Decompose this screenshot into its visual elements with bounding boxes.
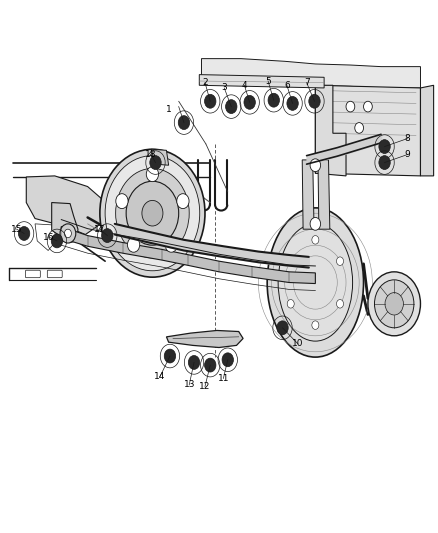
Circle shape	[64, 229, 71, 238]
Polygon shape	[318, 160, 330, 229]
Circle shape	[287, 96, 298, 110]
Circle shape	[379, 140, 390, 154]
Text: 12: 12	[199, 382, 211, 391]
Circle shape	[188, 356, 200, 369]
Circle shape	[116, 168, 189, 258]
FancyBboxPatch shape	[25, 270, 40, 278]
Polygon shape	[315, 85, 420, 176]
Circle shape	[244, 95, 255, 109]
Text: 8: 8	[404, 134, 410, 143]
Circle shape	[226, 100, 237, 114]
Circle shape	[287, 257, 294, 265]
Text: 6: 6	[284, 81, 290, 90]
Circle shape	[60, 224, 76, 243]
Text: 7: 7	[304, 78, 310, 87]
Polygon shape	[302, 160, 314, 229]
Text: 9: 9	[404, 150, 410, 159]
Circle shape	[355, 123, 364, 133]
Polygon shape	[199, 75, 324, 88]
Circle shape	[336, 257, 343, 265]
Circle shape	[51, 234, 63, 248]
Circle shape	[310, 217, 321, 230]
Circle shape	[205, 94, 216, 108]
Text: 1: 1	[166, 105, 172, 114]
Text: 13: 13	[184, 381, 195, 389]
Circle shape	[164, 349, 176, 363]
Polygon shape	[26, 176, 103, 235]
Polygon shape	[315, 85, 346, 176]
Circle shape	[364, 101, 372, 112]
Circle shape	[142, 200, 163, 226]
Circle shape	[177, 193, 189, 208]
Text: 11: 11	[218, 374, 229, 383]
Polygon shape	[35, 224, 57, 251]
Polygon shape	[420, 85, 434, 176]
Circle shape	[178, 116, 190, 130]
Circle shape	[116, 193, 128, 208]
Ellipse shape	[278, 224, 353, 341]
Circle shape	[385, 293, 403, 315]
Circle shape	[379, 156, 390, 169]
Text: 16: 16	[43, 233, 55, 241]
Text: 4: 4	[242, 81, 247, 90]
Text: 15: 15	[11, 225, 22, 233]
Circle shape	[336, 300, 343, 308]
Circle shape	[165, 237, 177, 252]
Text: 10: 10	[292, 340, 304, 348]
Circle shape	[312, 236, 319, 244]
Ellipse shape	[267, 208, 364, 357]
Circle shape	[127, 237, 140, 252]
Text: 5: 5	[265, 77, 271, 85]
Text: 18: 18	[145, 150, 157, 159]
Circle shape	[309, 94, 320, 108]
Circle shape	[146, 167, 159, 182]
Text: 14: 14	[154, 373, 166, 381]
Circle shape	[368, 272, 420, 336]
FancyBboxPatch shape	[47, 270, 62, 278]
Circle shape	[18, 227, 30, 240]
Circle shape	[287, 300, 294, 308]
Circle shape	[277, 321, 288, 335]
Circle shape	[310, 159, 321, 172]
Circle shape	[374, 280, 414, 328]
Circle shape	[105, 156, 200, 271]
Circle shape	[346, 101, 355, 112]
Circle shape	[205, 358, 216, 372]
Circle shape	[100, 149, 205, 277]
Text: 17: 17	[94, 225, 106, 233]
Polygon shape	[61, 227, 315, 284]
Polygon shape	[52, 203, 78, 243]
Text: 2: 2	[202, 78, 208, 87]
Circle shape	[126, 181, 179, 245]
Circle shape	[268, 93, 279, 107]
Polygon shape	[166, 330, 243, 348]
Circle shape	[312, 321, 319, 329]
Polygon shape	[201, 59, 420, 88]
Circle shape	[150, 156, 161, 169]
Circle shape	[222, 353, 233, 367]
Polygon shape	[151, 149, 169, 165]
Circle shape	[102, 229, 113, 243]
Text: 3: 3	[221, 84, 227, 92]
